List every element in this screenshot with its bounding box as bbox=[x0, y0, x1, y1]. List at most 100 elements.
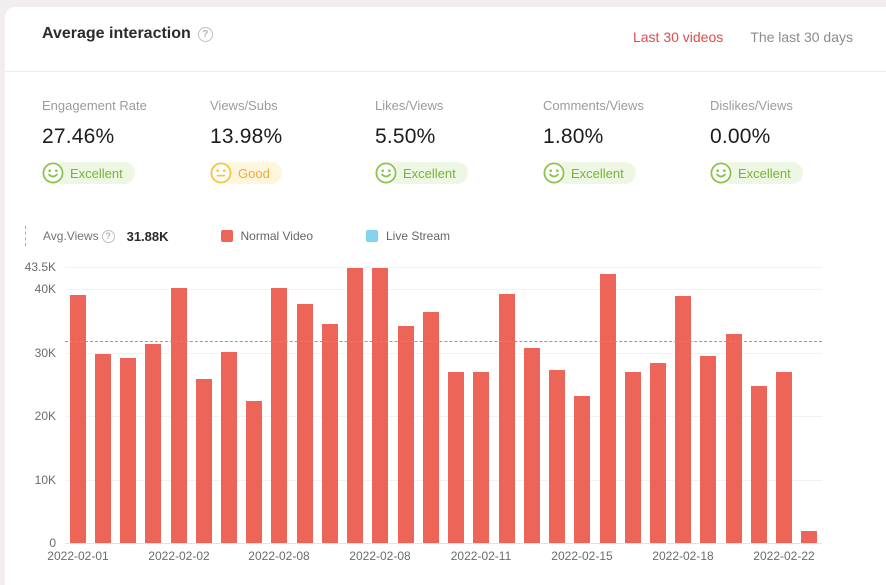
rating-badge: Excellent bbox=[375, 162, 468, 184]
metric-value: 13.98% bbox=[210, 125, 283, 148]
gridline bbox=[65, 543, 822, 544]
bar[interactable] bbox=[448, 372, 464, 543]
rating-badge: Excellent bbox=[543, 162, 636, 184]
normal-video-swatch-icon bbox=[220, 230, 233, 242]
bar[interactable] bbox=[70, 295, 86, 543]
bar[interactable] bbox=[776, 372, 792, 543]
range-tabs: Last 30 videos The last 30 days bbox=[633, 29, 853, 45]
x-axis-label: 2022-02-15 bbox=[551, 549, 613, 563]
metric-likes-views: Likes/Views 5.50% Excellent bbox=[375, 98, 468, 184]
smiley-face-icon bbox=[543, 162, 565, 184]
metric-value: 5.50% bbox=[375, 125, 436, 148]
bar[interactable] bbox=[726, 334, 742, 543]
bar[interactable] bbox=[398, 326, 414, 543]
average-line-icon bbox=[25, 226, 26, 246]
smiley-face-icon bbox=[42, 162, 64, 184]
avg-views-label: Avg.Views bbox=[43, 229, 99, 243]
metric-label: Comments/Views bbox=[543, 98, 644, 113]
header-divider bbox=[5, 71, 886, 72]
metric-value: 0.00% bbox=[710, 125, 771, 148]
rating-label: Good bbox=[221, 162, 282, 184]
chart-legend-row: Avg.Views ? 31.88K Normal Video Live Str… bbox=[25, 226, 450, 246]
bar[interactable] bbox=[221, 352, 237, 543]
metric-engagement-rate: Engagement Rate 27.46% Excellent bbox=[42, 98, 147, 184]
metric-label: Likes/Views bbox=[375, 98, 444, 113]
gridline bbox=[65, 289, 822, 290]
bar[interactable] bbox=[120, 358, 136, 543]
avg-views-value: 31.88K bbox=[126, 228, 169, 244]
bar[interactable] bbox=[171, 288, 187, 543]
bar[interactable] bbox=[372, 268, 388, 543]
smiley-face-icon bbox=[710, 162, 732, 184]
x-axis-label: 2022-02-22 bbox=[753, 549, 815, 563]
rating-label: Excellent bbox=[721, 162, 803, 184]
average-interaction-card: Average interaction ? Last 30 videos The… bbox=[5, 7, 886, 585]
rating-label: Excellent bbox=[53, 162, 135, 184]
bar-chart: 0 10K 20K 30K 40K 43.5K 2022-02-01 2022-02-02 20… bbox=[5, 7, 886, 585]
average-line bbox=[65, 341, 822, 342]
y-axis-label: 43.5K bbox=[24, 260, 56, 274]
bar[interactable] bbox=[499, 294, 515, 543]
x-axis-label: 2022-02-18 bbox=[652, 549, 714, 563]
y-axis-label: 20K bbox=[34, 409, 56, 423]
tab-last-30-days[interactable]: The last 30 days bbox=[750, 29, 853, 45]
x-axis-label: 2022-02-08 bbox=[349, 549, 411, 563]
smiley-face-icon bbox=[210, 162, 232, 184]
smiley-face-icon bbox=[375, 162, 397, 184]
metric-label: Dislikes/Views bbox=[710, 98, 793, 113]
legend-item-normal-video[interactable]: Normal Video bbox=[220, 229, 313, 243]
bar[interactable] bbox=[347, 268, 363, 543]
rating-badge: Good bbox=[210, 162, 282, 184]
metric-label: Views/Subs bbox=[210, 98, 278, 113]
rating-badge: Excellent bbox=[42, 162, 135, 184]
metric-views-subs: Views/Subs 13.98% Good bbox=[210, 98, 282, 184]
bar[interactable] bbox=[700, 356, 716, 543]
bar[interactable] bbox=[751, 386, 767, 543]
y-axis-label: 10K bbox=[34, 473, 56, 487]
bar[interactable] bbox=[196, 379, 212, 543]
bar[interactable] bbox=[423, 312, 439, 543]
bar[interactable] bbox=[271, 288, 287, 543]
x-axis-label: 2022-02-01 bbox=[47, 549, 109, 563]
bar[interactable] bbox=[322, 324, 338, 543]
gridline bbox=[65, 480, 822, 481]
legend-item-live-stream[interactable]: Live Stream bbox=[366, 229, 450, 243]
y-axis-label: 40K bbox=[34, 282, 56, 296]
metric-value: 1.80% bbox=[543, 125, 604, 148]
bar[interactable] bbox=[246, 401, 262, 543]
rating-badge: Excellent bbox=[710, 162, 803, 184]
bar[interactable] bbox=[650, 363, 666, 543]
metric-comments-views: Comments/Views 1.80% Excellent bbox=[543, 98, 644, 184]
tab-last-30-videos[interactable]: Last 30 videos bbox=[632, 29, 724, 45]
metric-value: 27.46% bbox=[42, 125, 115, 148]
y-axis-label: 30K bbox=[34, 346, 56, 360]
card-header: Average interaction ? bbox=[42, 25, 213, 43]
bar[interactable] bbox=[473, 372, 489, 543]
rating-label: Excellent bbox=[386, 162, 468, 184]
gridline bbox=[65, 267, 822, 268]
metric-dislikes-views: Dislikes/Views 0.00% Excellent bbox=[710, 98, 803, 184]
metric-label: Engagement Rate bbox=[42, 98, 147, 113]
bar[interactable] bbox=[549, 370, 565, 543]
bar[interactable] bbox=[95, 354, 111, 543]
avg-views-help-icon[interactable]: ? bbox=[101, 229, 115, 243]
gridline bbox=[65, 416, 822, 417]
help-question-icon[interactable]: ? bbox=[197, 26, 213, 42]
page-title: Average interaction bbox=[42, 25, 191, 42]
y-axis-label: 0 bbox=[49, 536, 56, 550]
gridline bbox=[65, 353, 822, 354]
bar[interactable] bbox=[675, 296, 691, 543]
x-axis-label: 2022-02-08 bbox=[248, 549, 310, 563]
bar[interactable] bbox=[574, 396, 590, 543]
bar[interactable] bbox=[524, 348, 540, 543]
bar[interactable] bbox=[145, 344, 161, 543]
live-stream-swatch-icon bbox=[366, 230, 378, 242]
bar[interactable] bbox=[297, 304, 313, 543]
x-axis-label: 2022-02-02 bbox=[148, 549, 210, 563]
bar[interactable] bbox=[600, 274, 616, 543]
rating-label: Excellent bbox=[554, 162, 636, 184]
bar[interactable] bbox=[801, 531, 817, 543]
x-axis-label: 2022-02-11 bbox=[450, 549, 512, 563]
bar[interactable] bbox=[625, 372, 641, 543]
